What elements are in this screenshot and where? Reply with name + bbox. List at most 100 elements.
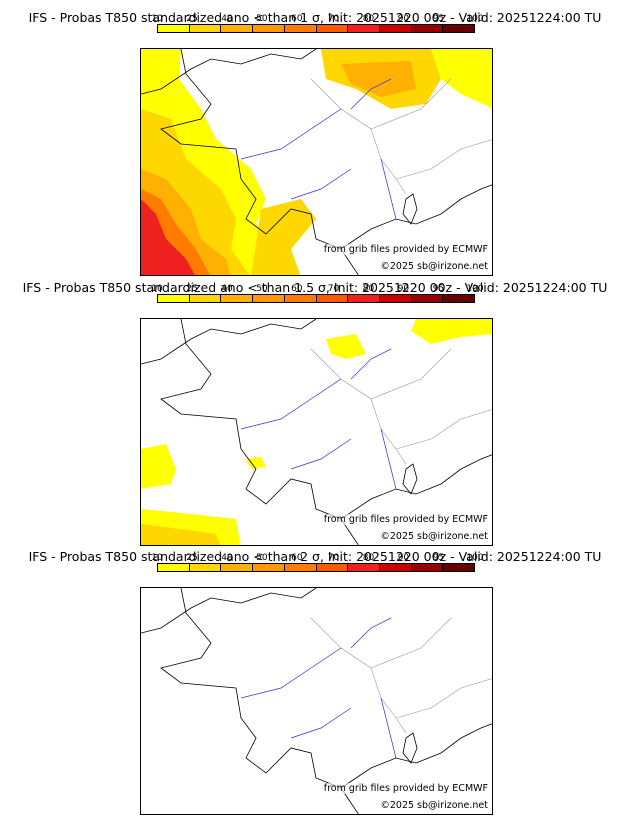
copyright-credit: ©2025 sb@irizone.net xyxy=(380,531,488,542)
prob-area-iberia xyxy=(251,199,316,275)
coastline-med xyxy=(340,454,492,520)
prob-area-atlantic-80 xyxy=(141,199,195,275)
map-panel-3: IFS - Probas T850 standardized ano < tha… xyxy=(0,539,630,815)
tick-label: 95 xyxy=(432,14,445,24)
tick-label: 10 xyxy=(151,284,163,294)
colorbar-segment xyxy=(221,295,254,302)
colorbar-segment xyxy=(443,564,475,571)
colorbar-segment xyxy=(284,295,317,302)
rivers xyxy=(240,617,397,759)
map-panel-2: IFS - Probas T850 standardized ano < tha… xyxy=(0,270,630,546)
tick-label: 70 xyxy=(327,14,340,24)
corsica xyxy=(402,732,418,764)
probability-map: from grib files provided by ECMWF ©2025 … xyxy=(140,318,493,546)
tick-label: 50 xyxy=(256,553,268,563)
colorbar-ticks: 10 25 40 50 60 70 80 90 95 100 xyxy=(151,14,483,25)
coastline xyxy=(160,588,359,814)
copyright-credit: ©2025 sb@irizone.net xyxy=(380,261,488,272)
coastline-med xyxy=(340,184,492,250)
source-credit: from grib files provided by ECMWF xyxy=(323,514,488,525)
colorbar-ticks: 10 25 40 50 60 70 80 90 95 100 xyxy=(151,284,483,295)
colorbar-segment xyxy=(316,25,349,32)
corsica xyxy=(402,463,418,495)
tick-label: 40 xyxy=(221,284,233,294)
colorbar-segment xyxy=(379,564,412,571)
coastline-uk xyxy=(141,49,317,95)
copyright-credit: ©2025 sb@irizone.net xyxy=(380,800,488,811)
tick-label: 80 xyxy=(362,553,375,563)
colorbar-segment xyxy=(316,564,349,571)
coastline-med xyxy=(340,723,492,789)
rivers xyxy=(240,78,397,220)
probability-map: from grib files provided by ECMWF ©2025 … xyxy=(140,48,493,276)
colorbar-segment xyxy=(316,295,349,302)
coastline-uk xyxy=(141,319,317,365)
tick-label: 70 xyxy=(327,284,340,294)
colorbar xyxy=(157,24,475,33)
tick-label: 100 xyxy=(466,14,484,24)
colorbar-segment xyxy=(253,295,285,302)
map-canvas xyxy=(141,588,492,814)
map-canvas xyxy=(141,319,492,545)
colorbar-segment xyxy=(411,295,444,302)
rivers xyxy=(240,348,397,490)
map-panel-1: IFS - Probas T850 standardized ano < tha… xyxy=(0,0,630,276)
colorbar-segment xyxy=(284,564,317,571)
tick-label: 80 xyxy=(362,284,375,294)
colorbar-segment xyxy=(158,564,190,571)
colorbar-segment xyxy=(348,295,380,302)
colorbar-segment xyxy=(221,25,254,32)
source-credit: from grib files provided by ECMWF xyxy=(323,783,488,794)
coastline xyxy=(160,49,359,275)
colorbar xyxy=(157,294,475,303)
colorbar-segment xyxy=(443,295,475,302)
borders xyxy=(310,617,492,734)
colorbar-segment xyxy=(189,25,222,32)
colorbar-segment xyxy=(379,295,412,302)
colorbar-segment xyxy=(253,25,285,32)
colorbar xyxy=(157,563,475,572)
map-canvas xyxy=(141,49,492,275)
tick-label: 40 xyxy=(221,553,233,563)
tick-label: 80 xyxy=(362,14,375,24)
tick-label: 100 xyxy=(466,284,484,294)
colorbar-segment xyxy=(348,25,380,32)
corsica xyxy=(402,193,418,225)
tick-label: 70 xyxy=(327,553,340,563)
source-credit: from grib files provided by ECMWF xyxy=(323,244,488,255)
panel-title: IFS - Probas T850 standardized ano < tha… xyxy=(28,10,602,25)
colorbar-segment xyxy=(284,25,317,32)
colorbar-segment xyxy=(221,564,254,571)
colorbar-ticks: 10 25 40 50 60 70 80 90 95 100 xyxy=(151,553,483,564)
colorbar-segment xyxy=(411,564,444,571)
tick-label: 10 xyxy=(151,14,163,24)
tick-label: 90 xyxy=(397,284,410,294)
tick-label: 60 xyxy=(291,284,303,294)
prob-area-germany xyxy=(431,49,492,109)
tick-label: 10 xyxy=(151,553,163,563)
colorbar-segment xyxy=(379,25,412,32)
tick-label: 25 xyxy=(186,14,198,24)
prob-area-belgium xyxy=(326,334,366,359)
prob-area-germany xyxy=(411,319,492,344)
tick-label: 50 xyxy=(256,14,268,24)
tick-label: 50 xyxy=(256,284,268,294)
probability-map: from grib files provided by ECMWF ©2025 … xyxy=(140,587,493,815)
colorbar-segment xyxy=(443,25,475,32)
tick-label: 25 xyxy=(186,553,198,563)
borders xyxy=(310,348,492,465)
coastline xyxy=(160,319,359,545)
colorbar-segment xyxy=(189,564,222,571)
colorbar-segment xyxy=(158,25,190,32)
tick-label: 60 xyxy=(291,553,303,563)
coastline-uk xyxy=(141,588,317,634)
tick-label: 95 xyxy=(432,553,445,563)
tick-label: 95 xyxy=(432,284,445,294)
panel-title: IFS - Probas T850 standardized ano < tha… xyxy=(22,280,608,295)
prob-area-iberia-25 xyxy=(141,524,221,545)
colorbar-segment xyxy=(189,295,222,302)
panel-title: IFS - Probas T850 standardized ano < tha… xyxy=(28,549,602,564)
prob-area-gironde xyxy=(246,457,266,469)
prob-area-belgium-40 xyxy=(341,61,416,97)
colorbar-segment xyxy=(411,25,444,32)
